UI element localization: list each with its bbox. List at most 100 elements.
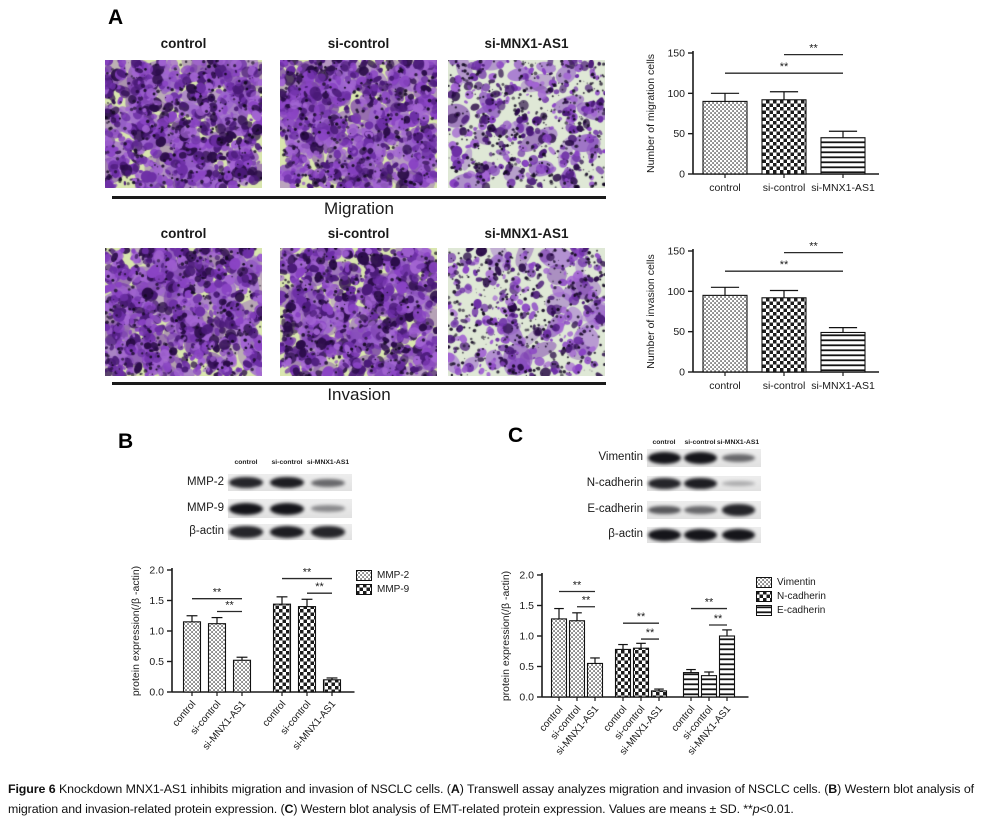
caption-segment: ) Western blot analysis of EMT-related p… bbox=[293, 801, 753, 816]
blot-lane-label: control bbox=[652, 439, 676, 446]
bar-control bbox=[550, 618, 568, 698]
panelB-svg: 0.0 0.5 1.0 1.5 2.0 protein expression(/β -ac… bbox=[130, 565, 355, 752]
transwell-image-migration-si-MNX1-AS1 bbox=[448, 60, 605, 188]
bar-si-control bbox=[761, 99, 807, 175]
blot-row-label: Vimentin bbox=[598, 451, 643, 463]
y-axis-label: Number of migration cells bbox=[645, 54, 657, 173]
x-tick-label: si-control bbox=[763, 380, 806, 392]
significance-label: ** bbox=[315, 581, 324, 593]
y-tick-label: 0.5 bbox=[149, 656, 164, 668]
figure-caption: Figure 6 Knockdown MNX1-AS1 inhibits mig… bbox=[8, 780, 974, 818]
panelC-svg: 0.0 0.5 1.0 1.5 2.0 protein expression(/β -ac… bbox=[500, 570, 749, 757]
blot-row-label: N-cadherin bbox=[586, 476, 643, 489]
y-tick-label: 1.5 bbox=[149, 595, 164, 607]
significance-label: ** bbox=[809, 43, 818, 55]
bar-si-MNX1-AS1 bbox=[820, 137, 866, 175]
blot-strip-MMP-9 bbox=[228, 499, 352, 518]
blot-band bbox=[683, 452, 717, 464]
blot-band bbox=[647, 529, 681, 541]
transwell-column-label: si-control bbox=[327, 36, 390, 51]
blot-band bbox=[647, 505, 681, 515]
blot-band bbox=[270, 502, 304, 515]
panel-c-bar-chart: 0.0 0.5 1.0 1.5 2.0 protein expression(/β -ac… bbox=[495, 552, 830, 775]
y-tick-label: 1.5 bbox=[519, 600, 534, 612]
significance-label: ** bbox=[573, 579, 582, 591]
bar-si-MNX1-AS1 bbox=[586, 662, 604, 698]
blot-band bbox=[229, 502, 263, 515]
blot-band bbox=[229, 476, 263, 489]
blot-lane-label: control bbox=[234, 459, 258, 466]
significance-label: ** bbox=[780, 259, 789, 271]
legend-swatch-hlines-pattern bbox=[756, 605, 772, 616]
blot-band bbox=[647, 452, 681, 464]
bar-control bbox=[702, 294, 748, 373]
blot-strip-β-actin bbox=[228, 524, 352, 540]
panel-c-label: C bbox=[508, 424, 524, 447]
blot-band bbox=[229, 526, 263, 538]
y-axis-label: protein expression(/β -actin) bbox=[130, 566, 142, 696]
blot-strip-Vimentin bbox=[647, 449, 761, 467]
panel-b-label: B bbox=[118, 430, 134, 453]
transwell-column-label: si-MNX1-AS1 bbox=[484, 36, 569, 51]
invasion-svg: 0 50 100 150 Number of invasion cells control… bbox=[645, 241, 879, 392]
panel-b-legend: MMP-2 MMP-9 bbox=[356, 569, 409, 597]
bar-si-control bbox=[207, 623, 227, 693]
legend-entry-Vimentin: Vimentin bbox=[756, 576, 826, 589]
transwell-image-invasion-si-MNX1-AS1 bbox=[448, 248, 605, 376]
legend-label: MMP-9 bbox=[377, 584, 410, 595]
significance-label: ** bbox=[646, 627, 655, 639]
significance-label: ** bbox=[809, 241, 818, 253]
y-tick-label: 50 bbox=[673, 128, 685, 140]
transwell-column-label: si-control bbox=[327, 226, 390, 241]
y-tick-label: 150 bbox=[667, 246, 685, 258]
bar-si-MNX1-AS1 bbox=[820, 331, 866, 373]
blot-band bbox=[683, 506, 717, 514]
transwell-image-migration-si-control bbox=[280, 60, 437, 188]
legend-label: Vimentin bbox=[777, 577, 816, 588]
blot-band bbox=[311, 478, 345, 487]
blot-band bbox=[311, 526, 345, 538]
y-tick-label: 0.5 bbox=[519, 661, 534, 673]
blot-row-label: E-cadherin bbox=[587, 503, 643, 515]
caption-segment: B bbox=[828, 782, 838, 796]
panel-a-label: A bbox=[108, 6, 124, 29]
y-tick-label: 150 bbox=[667, 48, 685, 60]
blot-strip-E-cadherin bbox=[647, 501, 761, 519]
significance-label: ** bbox=[705, 597, 714, 609]
assay-underline bbox=[112, 196, 606, 199]
blot-band bbox=[270, 526, 304, 538]
invasion-bar-chart: 0 50 100 150 Number of invasion cells control… bbox=[640, 228, 982, 428]
x-tick-label: si-MNX1-AS1 bbox=[811, 182, 875, 194]
legend-label: N-cadherin bbox=[777, 591, 826, 602]
caption-segment: <0.01. bbox=[759, 801, 794, 816]
blot-band bbox=[721, 481, 755, 486]
blot-row-label: MMP-9 bbox=[186, 501, 224, 514]
legend-entry-MMP-2: MMP-2 bbox=[356, 569, 409, 582]
y-tick-label: 1.0 bbox=[149, 626, 164, 638]
y-axis-label: protein expression(/β -actin) bbox=[500, 571, 512, 701]
panel-c-legend: Vimentin N-cadherin E-cadherin bbox=[756, 576, 826, 618]
bar-control bbox=[272, 603, 292, 693]
bar-control bbox=[702, 100, 748, 175]
caption-segment: Knockdown MNX1-AS1 inhibits migration an… bbox=[59, 782, 451, 796]
bar-si-control bbox=[700, 675, 718, 698]
blot-strip-β-actin bbox=[647, 527, 761, 543]
blot-band bbox=[647, 477, 681, 490]
caption-segment: ) Western blot analysis of migration and… bbox=[8, 782, 974, 816]
blot-band bbox=[721, 454, 755, 462]
blot-row-label: MMP-2 bbox=[186, 475, 224, 488]
blot-band bbox=[683, 529, 717, 541]
legend-label: E-cadherin bbox=[777, 605, 826, 616]
significance-label: ** bbox=[780, 61, 789, 73]
blot-band bbox=[721, 504, 755, 516]
blot-band bbox=[721, 529, 755, 541]
transwell-column-label: control bbox=[160, 226, 207, 241]
caption-segment: C bbox=[284, 801, 294, 816]
legend-swatch-checker-pattern bbox=[356, 584, 372, 595]
transwell-image-invasion-si-control bbox=[280, 248, 437, 376]
transwell-column-label: control bbox=[160, 36, 207, 51]
significance-label: ** bbox=[213, 587, 222, 599]
caption-segment: ) Transwell assay analyzes migration and… bbox=[459, 782, 829, 796]
y-tick-label: 0 bbox=[679, 367, 685, 379]
bar-control bbox=[614, 648, 632, 698]
